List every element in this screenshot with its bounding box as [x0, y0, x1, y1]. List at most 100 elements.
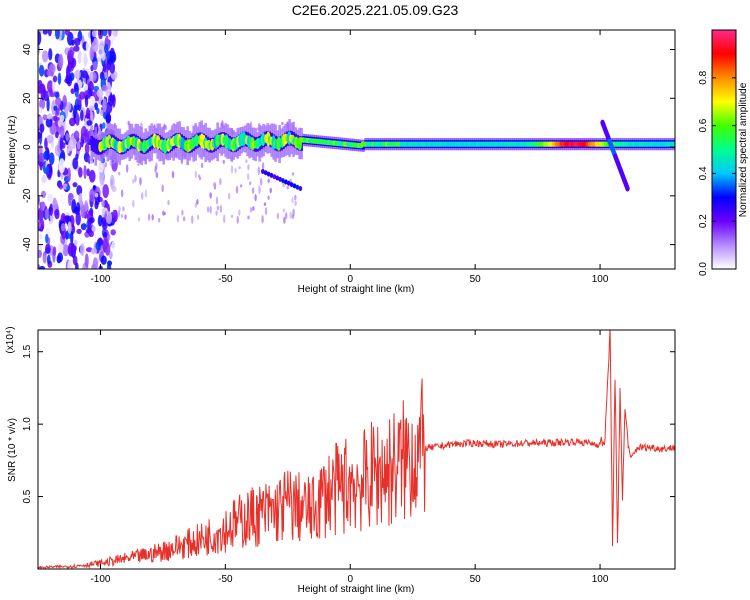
noise-blob	[83, 165, 87, 180]
noise-blob	[196, 198, 199, 205]
noise-blob	[72, 182, 78, 188]
noise-blob	[54, 30, 60, 40]
branch-blob	[269, 172, 274, 178]
noise-blob	[72, 30, 78, 36]
noise-blob	[44, 208, 50, 220]
trace-band	[90, 135, 94, 151]
noise-blob	[212, 182, 216, 187]
noise-blob	[104, 210, 108, 218]
noise-blob	[75, 211, 81, 226]
branch-blob	[261, 168, 265, 174]
noise-blob	[45, 117, 53, 128]
snr-y-axis-label: SNR (10 * v/v)	[7, 418, 18, 482]
colorbar-ticks: 0.0 0.2 0.4 0.6 0.8	[698, 29, 737, 276]
noise-blob	[191, 215, 194, 224]
noise-blob	[80, 223, 87, 231]
noise-blob	[101, 84, 108, 92]
noise-blob	[38, 265, 46, 269]
noise-blob	[157, 217, 161, 223]
noise-blob	[88, 217, 95, 224]
noise-blob	[289, 211, 292, 219]
noise-blob	[102, 98, 107, 113]
noise-blob	[38, 30, 42, 46]
noise-blob	[230, 165, 234, 174]
branch-blob	[263, 170, 268, 176]
noise-blob	[84, 142, 90, 155]
noise-blob	[294, 200, 297, 207]
noise-blob	[59, 195, 66, 204]
noise-blob	[67, 259, 73, 269]
noise-blob	[84, 94, 89, 108]
snr-y-multiplier: (x10⁴)	[5, 326, 16, 353]
noise-blob	[90, 247, 98, 255]
noise-blob	[66, 101, 72, 112]
noise-blob	[267, 178, 270, 184]
branch-blob	[292, 183, 297, 189]
noise-blob	[72, 245, 77, 252]
noise-blob	[88, 169, 96, 183]
noise-blob	[72, 157, 79, 170]
colorbar-label: Normalized spectral amplitude	[738, 82, 749, 217]
noise-blob	[223, 214, 226, 224]
branch-blob	[281, 178, 285, 184]
noise-blob	[209, 206, 212, 214]
noise-blob	[83, 53, 88, 67]
noise-blob	[41, 50, 49, 63]
noise-blob	[86, 120, 93, 126]
noise-blob	[111, 94, 116, 108]
noise-blob	[59, 136, 64, 152]
noise-blob	[118, 205, 121, 212]
branch-blob	[295, 184, 300, 190]
noise-blob	[60, 223, 66, 232]
noise-blob	[42, 114, 48, 121]
noise-blob	[257, 166, 261, 175]
noise-blob	[48, 48, 53, 61]
noise-blob	[39, 123, 45, 133]
noise-blob	[254, 194, 257, 202]
noise-blob	[125, 164, 129, 173]
noise-blob	[285, 212, 288, 220]
noise-blob	[110, 229, 116, 236]
colorbar-tick-label: 0.6	[698, 118, 709, 132]
noise-blob	[171, 171, 175, 179]
noise-blob	[161, 184, 164, 193]
noise-blob	[236, 215, 239, 224]
noise-blob	[42, 88, 47, 94]
x-tick-label: -100	[90, 274, 110, 285]
noise-blob	[154, 165, 157, 174]
noise-blob	[67, 242, 75, 257]
noise-blob	[282, 183, 285, 188]
noise-blob	[45, 166, 50, 173]
x-tick-label: -50	[218, 574, 233, 585]
noise-blob	[81, 70, 89, 79]
noise-blob	[76, 202, 81, 215]
branch-blob	[284, 179, 288, 185]
noise-blob	[111, 159, 114, 163]
x-tick-label: 100	[592, 274, 609, 285]
noise-blob	[230, 214, 234, 219]
noise-blob	[91, 225, 96, 233]
noise-blob	[92, 85, 100, 92]
noise-blob	[167, 199, 170, 206]
noise-blob	[47, 193, 54, 203]
noise-blob	[49, 203, 54, 216]
noise-blob	[260, 177, 263, 186]
snr-plot-area	[38, 330, 675, 569]
noise-blob	[103, 43, 109, 54]
spectrogram-x-axis-label: Height of straight line (km)	[298, 284, 415, 295]
noise-blob	[228, 192, 231, 200]
noise-blob	[46, 97, 50, 112]
noise-blob	[64, 30, 70, 36]
noise-blob	[252, 206, 255, 211]
noise-blob	[216, 205, 220, 211]
noise-blob	[39, 233, 43, 240]
noise-blob	[62, 244, 69, 257]
noise-blob	[181, 209, 184, 216]
noise-blob	[104, 161, 107, 168]
spectrogram-y-axis-label: Frequency (Hz)	[7, 116, 18, 185]
noise-blob	[54, 208, 60, 220]
noise-blob	[46, 80, 54, 93]
branch-blob	[275, 175, 280, 181]
noise-blob	[77, 50, 82, 64]
x-tick-label: 50	[470, 574, 482, 585]
